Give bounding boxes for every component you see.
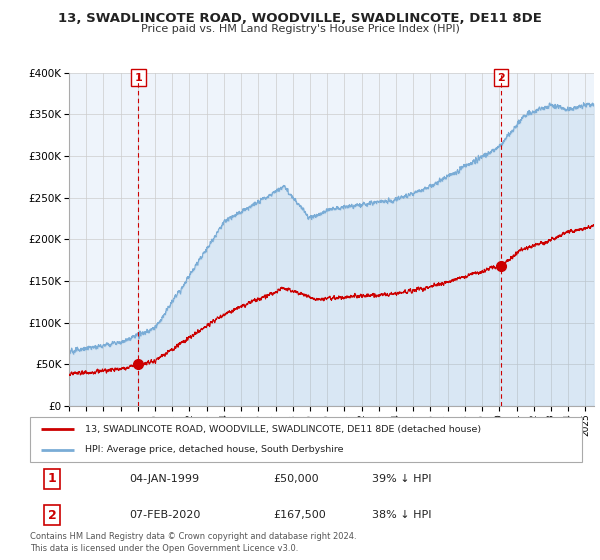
Text: £167,500: £167,500 [273, 510, 326, 520]
Text: 13, SWADLINCOTE ROAD, WOODVILLE, SWADLINCOTE, DE11 8DE: 13, SWADLINCOTE ROAD, WOODVILLE, SWADLIN… [58, 12, 542, 25]
Text: 38% ↓ HPI: 38% ↓ HPI [372, 510, 432, 520]
Text: 1: 1 [48, 473, 56, 486]
Text: 13, SWADLINCOTE ROAD, WOODVILLE, SWADLINCOTE, DE11 8DE (detached house): 13, SWADLINCOTE ROAD, WOODVILLE, SWADLIN… [85, 425, 481, 434]
Text: Contains HM Land Registry data © Crown copyright and database right 2024.
This d: Contains HM Land Registry data © Crown c… [30, 532, 356, 553]
Text: 39% ↓ HPI: 39% ↓ HPI [372, 474, 432, 484]
Text: Price paid vs. HM Land Registry's House Price Index (HPI): Price paid vs. HM Land Registry's House … [140, 24, 460, 34]
Text: 07-FEB-2020: 07-FEB-2020 [130, 510, 201, 520]
Text: 04-JAN-1999: 04-JAN-1999 [130, 474, 199, 484]
Text: HPI: Average price, detached house, South Derbyshire: HPI: Average price, detached house, Sout… [85, 445, 344, 454]
FancyBboxPatch shape [30, 417, 582, 462]
Text: 2: 2 [497, 73, 505, 83]
Text: 1: 1 [134, 73, 142, 83]
Text: 2: 2 [48, 508, 56, 521]
Text: £50,000: £50,000 [273, 474, 319, 484]
